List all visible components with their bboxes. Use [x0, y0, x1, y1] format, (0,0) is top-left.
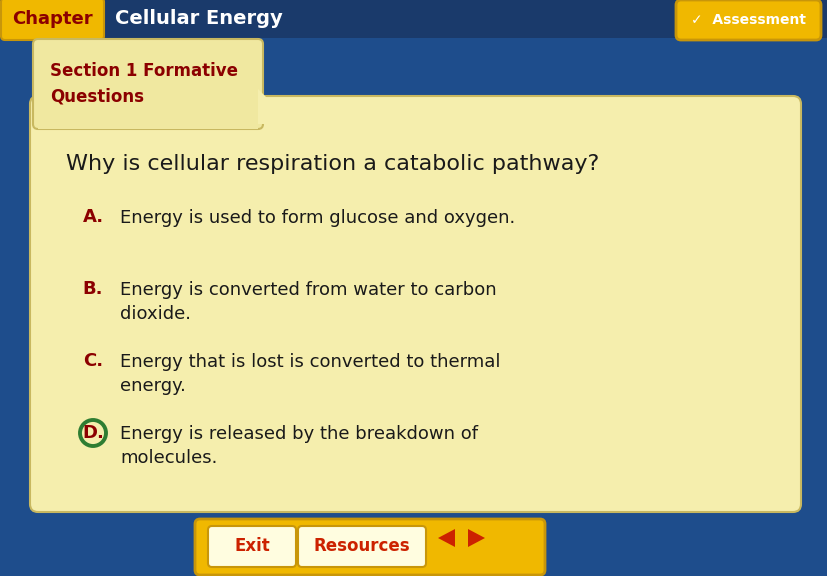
Text: Energy that is lost is converted to thermal
energy.: Energy that is lost is converted to ther… [120, 353, 500, 395]
Polygon shape [467, 529, 485, 547]
Text: ✓  Assessment: ✓ Assessment [691, 13, 805, 27]
FancyBboxPatch shape [675, 0, 820, 40]
FancyBboxPatch shape [195, 519, 544, 575]
Text: Cellular Energy: Cellular Energy [115, 9, 282, 28]
Text: Energy is used to form glucose and oxygen.: Energy is used to form glucose and oxyge… [120, 209, 514, 227]
FancyBboxPatch shape [208, 526, 295, 567]
Text: D.: D. [82, 424, 104, 442]
Text: C.: C. [83, 352, 103, 370]
Bar [38, 114, 258, 129]
Text: Energy is converted from water to carbon
dioxide.: Energy is converted from water to carbon… [120, 281, 496, 323]
FancyBboxPatch shape [1, 0, 104, 40]
Text: Energy is released by the breakdown of
molecules.: Energy is released by the breakdown of m… [120, 425, 477, 467]
Text: Chapter: Chapter [12, 10, 93, 28]
Bar [0, 0, 827, 38]
Text: Resources: Resources [313, 537, 410, 555]
FancyBboxPatch shape [298, 526, 425, 567]
Polygon shape [437, 529, 455, 547]
Text: Why is cellular respiration a catabolic pathway?: Why is cellular respiration a catabolic … [66, 154, 599, 174]
Text: A.: A. [83, 208, 103, 226]
Text: Exit: Exit [234, 537, 270, 555]
FancyBboxPatch shape [33, 39, 263, 129]
FancyBboxPatch shape [30, 96, 800, 512]
Text: B.: B. [83, 280, 103, 298]
Text: Section 1 Formative
Questions: Section 1 Formative Questions [50, 63, 237, 105]
Polygon shape [258, 89, 293, 124]
